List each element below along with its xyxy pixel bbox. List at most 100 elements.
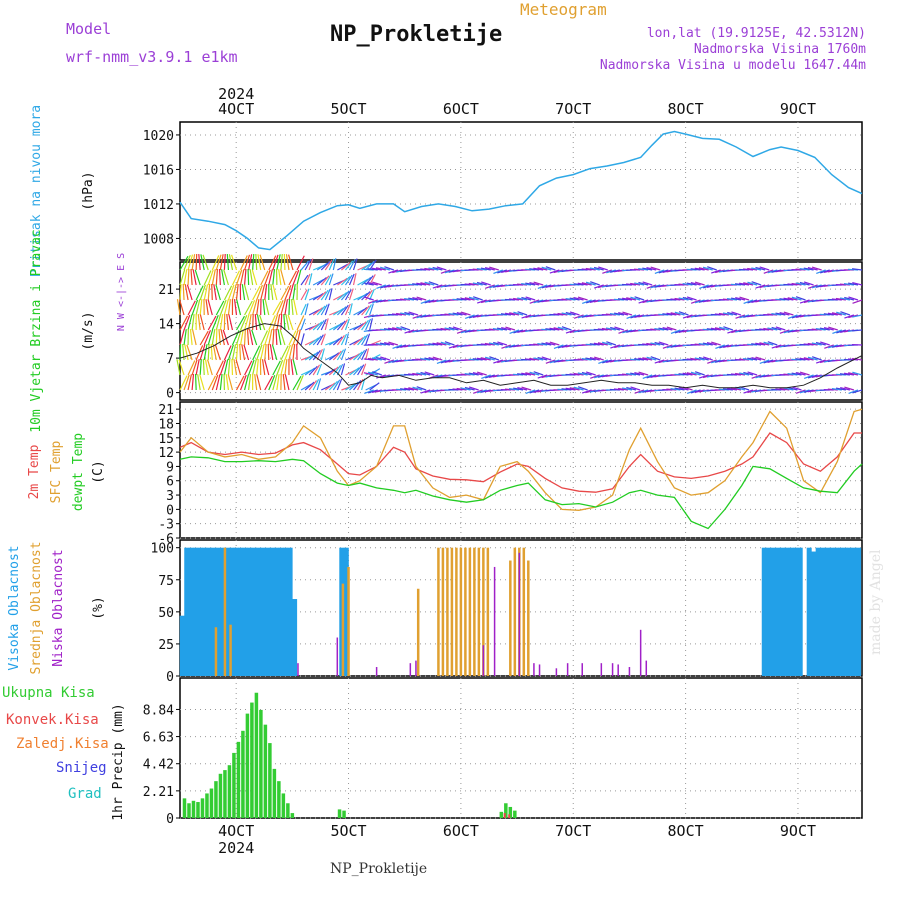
wind-arrow: [357, 349, 366, 361]
wind-arrow: [613, 388, 624, 391]
wind-arrow: [642, 281, 653, 286]
cloud-bar: [292, 599, 298, 676]
cloud-bar: [251, 547, 257, 676]
y-tick-label: 9: [166, 460, 174, 475]
wind-arrow: [690, 357, 701, 361]
wind-arrow: [292, 284, 296, 301]
wind-arrow: [707, 359, 717, 364]
wind-arrow: [304, 381, 315, 391]
wind-arrow: [333, 293, 345, 301]
wind-arrow: [694, 371, 705, 376]
wind-arrow: [357, 335, 366, 346]
wind-arrow: [440, 359, 451, 364]
wind-arrow: [581, 358, 592, 361]
wind-arrow: [332, 350, 342, 361]
wind-arrow: [316, 319, 325, 331]
wind-arrow: [424, 267, 435, 271]
x-tick-label-bottom: 5OCT: [330, 822, 366, 840]
wind-arrow: [852, 371, 863, 376]
wind-arrow: [848, 389, 859, 394]
wind-arrow: [316, 276, 327, 286]
wind-arrow: [480, 267, 491, 271]
wind-arrow: [361, 348, 368, 361]
wind-arrow: [328, 352, 340, 361]
wind-arrow: [456, 329, 467, 334]
cloud-bar: [188, 547, 194, 676]
wind-arrow: [320, 304, 328, 316]
wind-arrow: [767, 269, 778, 274]
wind-arrow: [738, 358, 750, 361]
wind-arrow: [328, 338, 340, 346]
wind-arrow: [480, 357, 491, 361]
wind-arrow: [211, 255, 220, 271]
wind-arrow: [517, 373, 528, 376]
wind-arrow: [176, 299, 181, 316]
wind-arrow: [336, 306, 347, 316]
wind-arrow: [839, 373, 850, 376]
wind-arrow: [496, 327, 507, 331]
wind-arrow: [392, 344, 403, 349]
wind-arrow: [424, 357, 435, 361]
wind-arrow: [225, 374, 230, 391]
wind-arrow: [686, 282, 697, 286]
wind-arrow: [276, 314, 281, 331]
wind-arrow: [481, 374, 491, 379]
wind-arrow: [698, 267, 709, 271]
wind-arrow: [320, 348, 325, 361]
wind-arrow: [420, 358, 431, 361]
wind-arrow: [344, 333, 349, 346]
panel-frame: [179, 121, 863, 261]
wind-arrow: [497, 269, 508, 274]
wind-arrow: [771, 326, 782, 331]
wind-arrow: [468, 314, 479, 319]
wind-arrow: [706, 341, 717, 346]
wind-arrow: [380, 266, 391, 271]
wind-arrow: [367, 357, 378, 361]
wind-arrow: [262, 299, 266, 316]
wind-arrow: [344, 303, 351, 316]
wind-arrow: [344, 274, 353, 286]
wind-arrow: [840, 311, 851, 316]
wind-arrow: [223, 285, 233, 301]
wind-arrow: [440, 341, 451, 346]
wind-arrow: [827, 388, 838, 391]
wind-arrow: [191, 329, 197, 346]
wind-arrow: [529, 268, 540, 271]
wind-arrow: [714, 327, 725, 331]
wind-arrow: [296, 375, 304, 391]
wind-arrow: [361, 334, 369, 346]
wind-arrow: [473, 389, 483, 394]
y-tick-label: 15: [158, 432, 174, 447]
cloud-bar: [617, 664, 619, 676]
wind-arrow: [541, 356, 552, 361]
wind-arrow: [581, 282, 592, 286]
wind-arrow: [203, 330, 212, 346]
wind-arrow: [807, 284, 818, 289]
wind-arrow: [222, 329, 229, 346]
wind-arrow: [291, 299, 294, 316]
y-tick-label: 25: [158, 638, 174, 653]
wind-arrow: [779, 329, 790, 334]
cloud-bar: [639, 629, 642, 676]
wind-arrow: [244, 360, 253, 376]
wind-arrow: [739, 282, 750, 286]
x-tick-label-bottom: 8OCT: [668, 822, 704, 840]
wind-arrow: [484, 266, 495, 271]
cloud-bar: [838, 547, 844, 676]
wind-arrow: [464, 386, 475, 391]
y-tick-label: 0: [166, 503, 174, 518]
wind-arrow: [682, 283, 693, 286]
precip-bar: [337, 809, 342, 818]
wind-arrow: [195, 253, 198, 271]
wind-arrow: [198, 254, 201, 271]
wind-arrow: [247, 268, 250, 286]
precip-bar: [259, 709, 263, 818]
wind-arrow: [589, 343, 600, 346]
wind-arrow: [353, 365, 363, 376]
wind-arrow: [336, 320, 346, 331]
wind-arrow: [799, 299, 810, 304]
cloud-bar: [788, 547, 794, 676]
wind-arrow: [573, 314, 584, 319]
cloud-bar: [347, 566, 350, 676]
y-tick-label: 2.21: [143, 785, 174, 800]
